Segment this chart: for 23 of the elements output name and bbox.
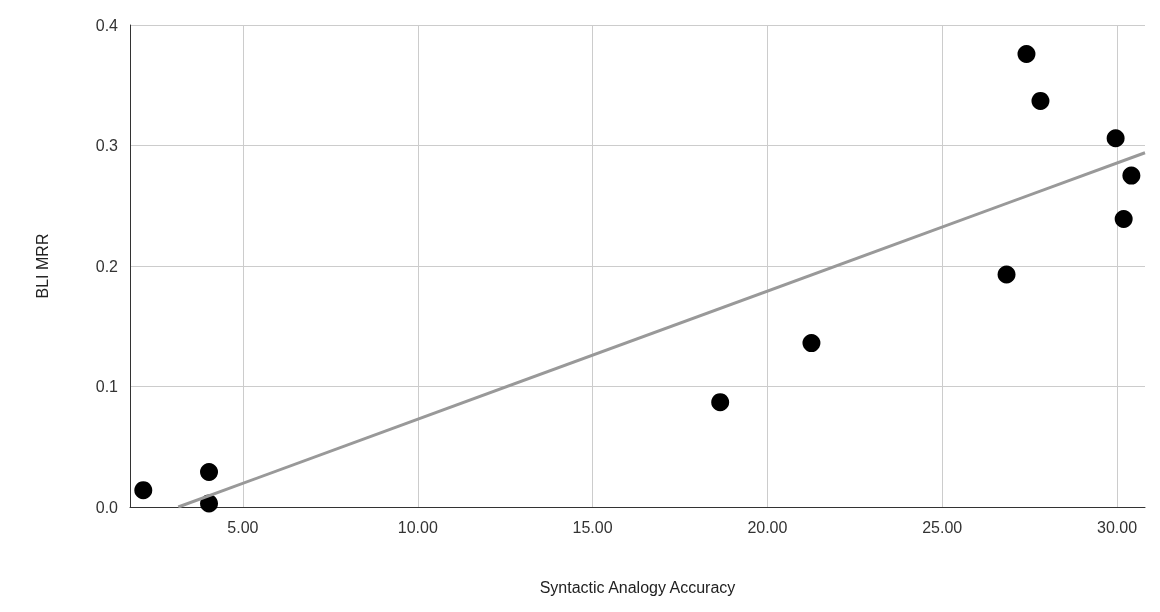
x-tick-label: 15.00 <box>572 518 613 536</box>
point <box>1122 166 1141 185</box>
point <box>997 265 1016 284</box>
point <box>1106 129 1125 148</box>
x-tick-label: 25.00 <box>922 518 963 536</box>
point <box>134 481 153 500</box>
x-tick-label: 5.00 <box>227 518 259 536</box>
y-tick-label: 0.3 <box>95 137 119 154</box>
point <box>1031 91 1050 110</box>
x-tick-label: 10.00 <box>397 518 438 536</box>
x-axis-title: Syntactic Analogy Accuracy <box>539 578 736 596</box>
y-axis-title: BLI MRR <box>33 233 51 299</box>
point <box>1017 44 1036 63</box>
point <box>711 393 730 412</box>
point <box>200 463 219 482</box>
point <box>1114 210 1133 228</box>
x-tick-label: 30.00 <box>1097 518 1138 536</box>
y-tick-label: 0.4 <box>95 16 119 34</box>
y-tick-label: 0.1 <box>95 378 119 395</box>
y-tick-label: 0.0 <box>95 498 119 516</box>
x-tick-label: 20.00 <box>747 518 788 536</box>
point <box>802 334 821 353</box>
y-tick-label: 0.2 <box>95 257 119 275</box>
